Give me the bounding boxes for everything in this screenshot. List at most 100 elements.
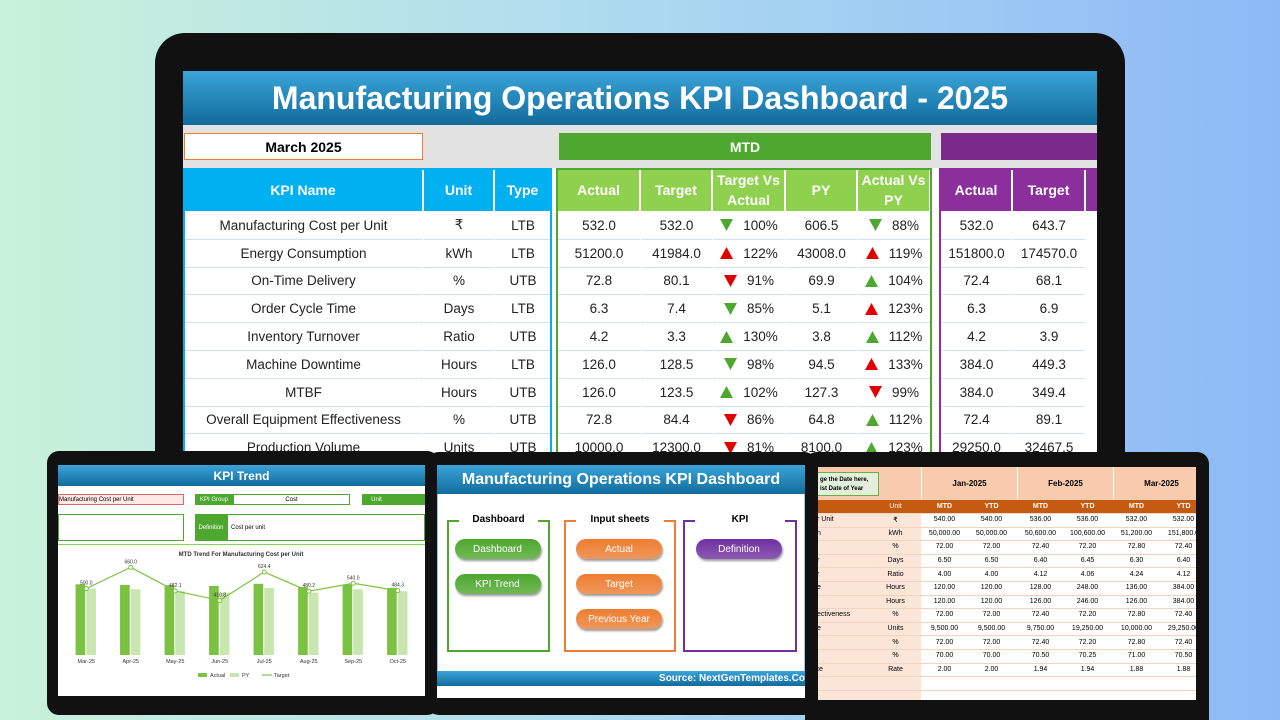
value-cell: 6.50: [937, 557, 952, 565]
table-cell: 51200.0: [558, 239, 640, 268]
status-icon: [720, 247, 734, 260]
status-icon: [868, 386, 882, 399]
value-cell: 248.00: [1076, 584, 1099, 592]
status-arrow: [868, 219, 882, 232]
table-cell: LTB: [495, 212, 551, 240]
value-cell: 50,000.00: [928, 529, 961, 537]
bar: [397, 591, 408, 655]
value-cell: 9,500.00: [977, 625, 1006, 633]
table-cell: 532.0: [941, 212, 1012, 240]
value-cell: 6.50: [984, 557, 999, 565]
table-cell: 349.4: [1013, 378, 1085, 407]
table-cell: 532.0: [558, 212, 640, 240]
value-cell: 9,500.00: [930, 625, 959, 633]
row-line: [817, 649, 1196, 650]
section-border: [183, 168, 552, 461]
table-cell: Manufacturing Cost per Unit: [184, 212, 423, 240]
column-header: KPI Name: [184, 168, 423, 211]
data-label: 484.3: [391, 583, 404, 589]
table-cell: 128.5: [641, 351, 712, 379]
table-cell: %: [424, 267, 494, 296]
value-cell: 1.94: [1033, 665, 1048, 673]
value-cell: 246.00: [1076, 597, 1099, 605]
value-cell: 70.50: [1174, 652, 1193, 660]
value-cell: 120.00: [980, 597, 1003, 605]
x-tick-label: Jun-25: [211, 659, 228, 665]
nav-button[interactable]: Dashboard: [454, 539, 541, 559]
status-icon: [865, 358, 879, 371]
nav-button[interactable]: Definition: [696, 539, 782, 559]
value-cell: 4.12: [1033, 570, 1048, 578]
table-cell: 126.0: [558, 378, 640, 407]
month-header: Mar-2025: [1113, 467, 1196, 500]
status-arrow: [720, 386, 734, 399]
target-point: [172, 588, 178, 594]
table-cell: UTB: [495, 267, 551, 296]
bar: [130, 589, 141, 655]
table-cell: Hours: [424, 351, 494, 379]
chart-title: MTD Trend For Manufacturing Cost per Uni…: [179, 552, 304, 558]
table-cell: 102%: [713, 378, 785, 407]
table-cell: 69.9: [786, 267, 857, 296]
status-icon: [723, 413, 737, 426]
data-label: 410.8: [213, 592, 226, 598]
unit-cell: kWh: [888, 529, 903, 537]
value-cell: 1.94: [1080, 665, 1095, 673]
table-cell: Overall Equipment Effectiveness: [184, 406, 423, 435]
row-line: [817, 689, 1196, 691]
bar: [342, 584, 353, 655]
table-cell: 449.3: [1013, 351, 1085, 379]
month-header: Feb-2025: [1017, 467, 1113, 500]
value-cell: 4.00: [937, 570, 952, 578]
nav-button[interactable]: Target: [576, 574, 662, 594]
ytd-header-edge: [1086, 168, 1097, 211]
table-cell: 72.4: [941, 267, 1012, 296]
x-tick-label: Sep-25: [344, 659, 362, 665]
nav-button[interactable]: Actual: [576, 539, 662, 559]
table-cell: 72.8: [558, 406, 640, 435]
target-point: [306, 588, 312, 594]
value-cell: 9,750.00: [1026, 625, 1055, 633]
table-cell: 68.1: [1013, 267, 1085, 296]
table-cell: Hours: [424, 378, 494, 407]
section-border: [939, 168, 1097, 461]
value-cell: 6.40: [1033, 557, 1048, 565]
value-cell: 51,200.00: [1120, 529, 1153, 537]
section-border: [556, 168, 932, 461]
target-point: [217, 597, 223, 603]
value-cell: 2.00: [984, 665, 999, 673]
ytd-banner: [941, 133, 1097, 160]
table-cell: 122%: [713, 239, 785, 268]
row-line: [817, 540, 1196, 542]
table-cell: 6.3: [941, 295, 1012, 324]
unit-cell: Hours: [886, 597, 905, 605]
column-header: PY: [786, 168, 857, 211]
table-cell: Order Cycle Time: [184, 295, 423, 324]
status-icon: [723, 441, 737, 454]
table-cell: 151800.0: [941, 239, 1012, 268]
unit-cell: Hours: [886, 584, 905, 592]
blank-box: [58, 514, 184, 541]
status-icon: [720, 330, 734, 343]
value-cell: 120.00: [980, 584, 1003, 592]
table-cell: 130%: [713, 323, 785, 351]
column-header: Target: [641, 168, 712, 211]
table-cell: LTB: [495, 351, 551, 379]
x-tick-label: May-25: [166, 659, 184, 665]
value-cell: 4.12: [1176, 570, 1191, 578]
legend-label: Actual: [210, 673, 225, 679]
table-cell: UTB: [495, 406, 551, 435]
bar: [175, 591, 185, 655]
value-cell: 72.80: [1127, 611, 1146, 619]
unit-cell: %: [892, 543, 899, 551]
value-cell: 72.00: [982, 611, 1001, 619]
column-header: Target: [1013, 168, 1085, 211]
column-header: Type: [495, 168, 551, 211]
status-icon: [723, 274, 737, 287]
unit-cell: %: [892, 652, 899, 660]
unit-value: [391, 494, 425, 505]
table-cell: 99%: [858, 378, 930, 407]
nav-button[interactable]: KPI Trend: [454, 574, 541, 594]
nav-button[interactable]: Previous Year: [576, 609, 662, 629]
value-cell: 72.20: [1078, 638, 1097, 646]
